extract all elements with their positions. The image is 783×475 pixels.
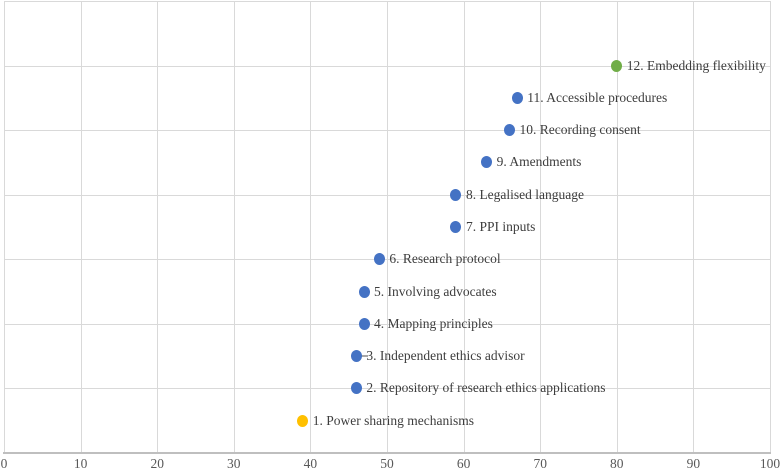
data-point-2-marker — [350, 382, 362, 395]
data-point-7-label: 7. PPI inputs — [465, 219, 536, 234]
y-gridline — [4, 259, 770, 261]
x-axis-line — [3, 452, 771, 454]
x-gridline — [387, 1, 388, 453]
data-point-8-label: 8. Legalised language — [465, 186, 585, 202]
data-point-6-label: 6. Research protocol — [389, 251, 501, 267]
y-gridline — [4, 388, 770, 390]
data-point-6-marker — [373, 253, 385, 266]
x-tick-label: 20 — [150, 456, 164, 471]
data-point-4-label: 4. Mapping principles — [374, 315, 493, 331]
y-gridline — [4, 323, 770, 325]
x-gridline — [4, 1, 5, 453]
data-point-12-marker — [611, 59, 623, 72]
x-tick-label: 80 — [610, 456, 624, 471]
x-gridline — [233, 1, 235, 453]
data-point-11-marker — [511, 91, 523, 104]
x-tick-label: 90 — [686, 456, 701, 471]
data-point-9-marker — [481, 156, 493, 169]
data-point-5-label: 5. Involving advocates — [374, 283, 497, 299]
data-point-12-label: 12. Embedding flexibility — [626, 57, 766, 73]
data-point-3-marker — [350, 350, 362, 363]
x-gridline — [80, 1, 82, 453]
data-point-2-label: 2. Repository of research ethics applica… — [366, 380, 606, 396]
data-point-1-marker — [297, 414, 309, 427]
x-gridline — [540, 1, 542, 453]
data-point-4-marker — [358, 317, 370, 330]
x-gridline — [616, 1, 618, 453]
x-gridline — [770, 1, 771, 453]
data-point-7-marker — [450, 221, 462, 233]
data-point-10-label: 10. Recording consent — [519, 122, 641, 138]
x-gridline — [463, 1, 465, 453]
x-tick-label: 100 — [759, 456, 781, 471]
y-gridline — [4, 65, 770, 67]
x-tick-label: 70 — [533, 456, 547, 471]
x-tick-label: 10 — [73, 456, 88, 471]
x-tick-label: 30 — [227, 456, 241, 471]
data-point-3-label: 3. Independent ethics advisor — [366, 348, 525, 364]
y-gridline — [4, 1, 770, 2]
data-point-10-marker — [504, 124, 516, 137]
data-point-11-label: 11. Accessible procedures — [527, 89, 668, 105]
x-tick-label: 60 — [456, 456, 471, 471]
data-point-1-label: 1. Power sharing mechanisms — [312, 412, 474, 428]
data-point-9-label: 9. Amendments — [496, 154, 582, 170]
y-gridline — [4, 130, 770, 132]
x-gridline — [693, 1, 695, 453]
x-tick-label: 40 — [303, 456, 318, 471]
data-point-5-marker — [358, 285, 370, 298]
x-gridline — [157, 1, 159, 453]
x-tick-label: 0 — [0, 456, 8, 471]
data-point-8-marker — [450, 188, 462, 201]
y-gridline — [4, 194, 770, 196]
x-gridline — [310, 1, 312, 453]
x-tick-label: 50 — [380, 456, 394, 471]
